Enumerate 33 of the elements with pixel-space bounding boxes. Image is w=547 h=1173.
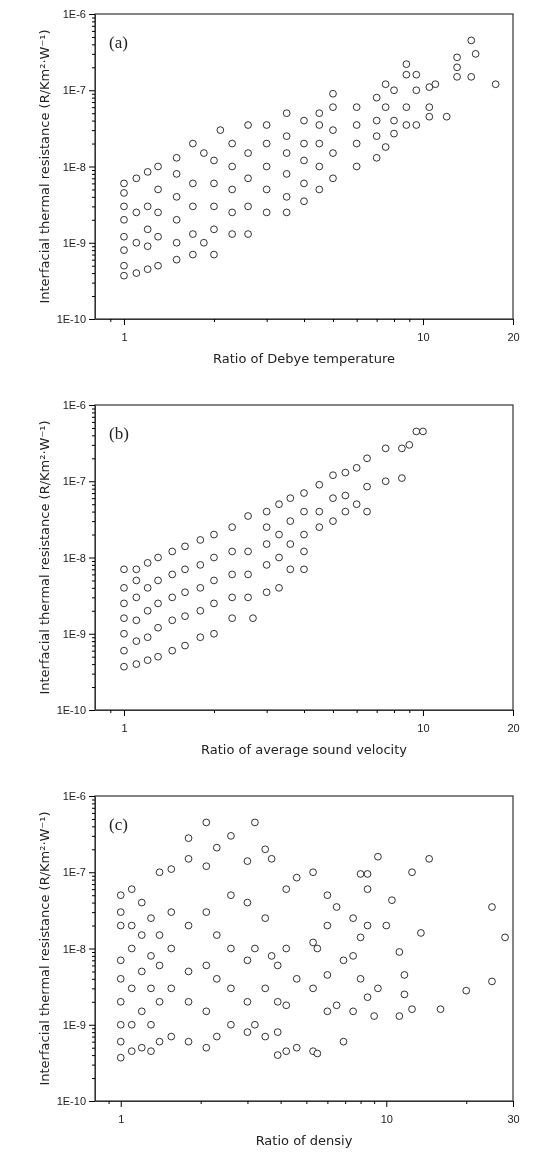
y-tick-label: 1E-10 bbox=[56, 313, 86, 326]
y-tick-label: 1E-9 bbox=[62, 627, 86, 640]
y-tick-label: 1E-6 bbox=[62, 8, 86, 21]
y-tick-label: 1E-6 bbox=[62, 790, 86, 803]
y-tick-label: 1E-7 bbox=[62, 84, 86, 97]
x-tick-label: 10 bbox=[380, 1113, 393, 1126]
y-tick-label: 1E-9 bbox=[62, 236, 86, 249]
y-axis-title: Interfacial thermal resistance (R/Km²·W⁻¹) bbox=[37, 420, 52, 695]
x-axis-title: Ratio of Debye temperature bbox=[213, 351, 395, 366]
x-axis-title: Ratio of average sound velocity bbox=[201, 742, 408, 757]
y-tick-label: 1E-8 bbox=[62, 160, 86, 173]
x-tick-label: 20 bbox=[507, 331, 520, 344]
x-tick-label: 1 bbox=[121, 722, 128, 735]
y-tick-label: 1E-9 bbox=[62, 1018, 86, 1031]
y-axis-title: Interfacial thermal resistance (R/Km²·W⁻¹) bbox=[37, 811, 52, 1086]
x-tick-label: 20 bbox=[507, 722, 520, 735]
x-axis-title: Ratio of densiy bbox=[255, 1133, 353, 1148]
annotation: (b) bbox=[109, 424, 129, 443]
y-tick-label: 1E-6 bbox=[62, 399, 86, 412]
y-tick-label: 1E-10 bbox=[56, 704, 86, 717]
y-tick-label: 1E-7 bbox=[62, 475, 86, 488]
annotation: (c) bbox=[109, 815, 128, 834]
x-tick-label: 10 bbox=[417, 331, 430, 344]
y-tick-label: 1E-8 bbox=[62, 551, 86, 564]
y-tick-label: 1E-7 bbox=[62, 866, 86, 879]
y-axis-title: Interfacial thermal resistance (R/Km²·W⁻¹) bbox=[37, 29, 52, 304]
x-tick-label: 1 bbox=[118, 1113, 125, 1126]
annotation: (a) bbox=[109, 33, 128, 52]
x-tick-label: 10 bbox=[417, 722, 430, 735]
x-tick-label: 1 bbox=[121, 331, 128, 344]
y-tick-label: 1E-8 bbox=[62, 942, 86, 955]
x-tick-label: 30 bbox=[507, 1113, 520, 1126]
y-tick-label: 1E-10 bbox=[56, 1095, 86, 1108]
